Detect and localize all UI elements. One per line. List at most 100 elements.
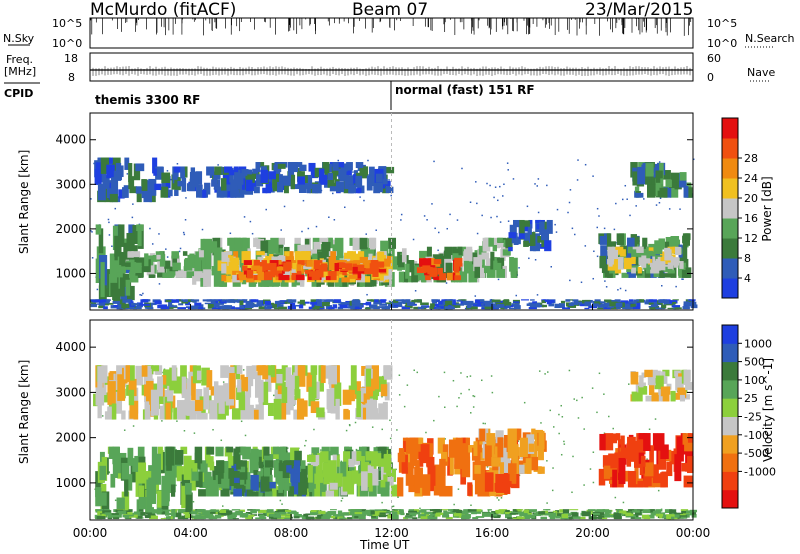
data-cell <box>584 307 590 310</box>
data-cell <box>621 272 631 278</box>
data-cell <box>204 302 211 305</box>
data-cell <box>107 381 116 405</box>
data-cell <box>194 399 203 412</box>
data-cell <box>256 481 264 488</box>
data-cell <box>126 233 135 260</box>
data-cell <box>207 515 214 519</box>
data-cell <box>637 166 646 185</box>
data-cell <box>314 481 323 497</box>
data-cell <box>178 509 186 512</box>
data-cell <box>228 516 233 520</box>
data-cell <box>538 304 544 308</box>
scatter-point <box>580 281 583 284</box>
data-cell <box>246 489 253 497</box>
data-cell <box>227 237 235 246</box>
data-cell <box>470 306 478 310</box>
data-cell <box>365 368 372 387</box>
data-cell <box>252 491 259 497</box>
scatter-point <box>576 399 578 402</box>
scatter-point <box>622 501 625 504</box>
scatter-point <box>658 201 661 204</box>
colorbar-tick-label: 25 <box>744 392 758 405</box>
data-cell <box>548 511 555 514</box>
data-cell <box>255 162 261 173</box>
data-cell <box>447 509 454 511</box>
scatter-point <box>388 300 391 303</box>
scatter-point <box>165 248 167 250</box>
data-cell <box>314 381 320 400</box>
scatter-point <box>419 507 421 510</box>
data-cell <box>418 510 427 513</box>
data-cell <box>157 269 163 278</box>
scatter-point <box>222 381 225 383</box>
data-cell <box>514 459 519 474</box>
data-cell <box>490 251 495 270</box>
data-cell <box>242 240 248 252</box>
data-cell <box>272 303 281 308</box>
data-cell <box>527 514 536 519</box>
data-cell <box>446 511 456 514</box>
data-cell <box>605 514 615 518</box>
scatter-point <box>496 497 498 499</box>
data-cell <box>559 509 564 513</box>
data-cell <box>182 270 190 278</box>
data-cell <box>256 266 263 273</box>
scatter-point <box>506 162 509 164</box>
data-cell <box>297 260 305 266</box>
data-cell <box>127 306 135 310</box>
data-cell <box>216 460 225 473</box>
data-cell <box>194 257 202 277</box>
data-cell <box>493 262 502 270</box>
data-cell <box>204 182 211 195</box>
data-cell <box>101 302 109 306</box>
data-cell <box>630 303 636 307</box>
data-cell <box>124 474 129 497</box>
data-cell <box>174 189 179 196</box>
scatter-point <box>487 510 490 512</box>
data-cell <box>541 300 547 304</box>
data-cell <box>257 162 265 168</box>
data-cell <box>210 511 216 514</box>
data-cell <box>379 510 386 516</box>
data-cell <box>672 301 677 304</box>
data-cell <box>445 262 453 279</box>
data-cell <box>385 269 393 280</box>
data-cell <box>429 306 434 309</box>
scatter-point <box>629 214 631 217</box>
data-cell <box>322 462 329 478</box>
data-cell <box>217 472 224 485</box>
data-cell <box>294 375 300 391</box>
data-cell <box>142 299 149 303</box>
data-cell <box>201 367 210 386</box>
scatter-point <box>90 230 92 232</box>
data-cell <box>314 167 323 178</box>
data-cell <box>281 365 288 381</box>
data-cell <box>305 261 312 277</box>
scatter-point <box>608 415 610 418</box>
data-cell <box>369 263 379 271</box>
data-cell <box>297 365 306 387</box>
scatter-point <box>518 267 520 269</box>
data-cell <box>458 271 468 283</box>
data-cell <box>284 180 289 194</box>
scatter-point <box>507 169 509 171</box>
scatter-point <box>540 422 542 424</box>
data-cell <box>591 303 599 307</box>
data-cell <box>198 489 206 497</box>
scatter-point <box>551 489 554 492</box>
scatter-point <box>596 411 598 414</box>
data-cell <box>634 517 642 520</box>
scatter-point <box>546 184 548 187</box>
data-cell <box>251 171 260 180</box>
data-cell <box>303 513 309 517</box>
scatter-point <box>352 171 354 173</box>
data-cell <box>144 404 150 420</box>
scatter-point <box>484 422 486 425</box>
scatter-point <box>175 484 177 487</box>
data-cell <box>220 490 229 497</box>
data-cell <box>373 300 382 305</box>
data-cell <box>528 231 536 247</box>
scatter-point <box>624 184 627 187</box>
data-cell <box>668 182 677 189</box>
data-cell <box>327 460 337 480</box>
